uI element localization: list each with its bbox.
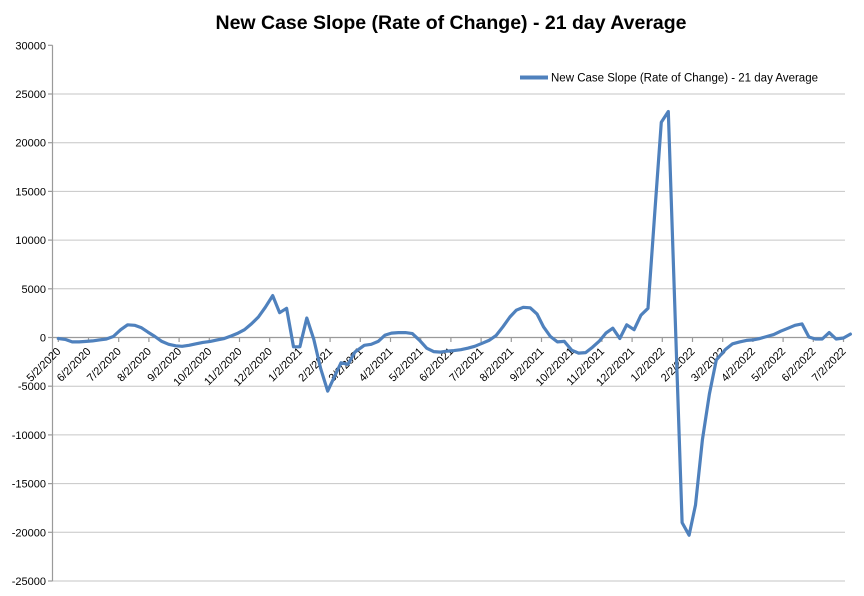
y-tick-label: 5000 — [22, 284, 46, 296]
chart-title: New Case Slope (Rate of Change) - 21 day… — [215, 12, 686, 34]
y-tick-label: -5000 — [18, 381, 46, 393]
y-tick-label: 25000 — [15, 89, 46, 101]
axes-group — [48, 44, 845, 582]
y-tick-label: -10000 — [12, 430, 46, 442]
y-tick-label: 15000 — [15, 186, 46, 198]
legend: New Case Slope (Rate of Change) - 21 day… — [520, 73, 818, 85]
y-tick-label: -20000 — [12, 527, 46, 539]
series-group — [56, 109, 853, 537]
y-tick-label: 30000 — [15, 40, 46, 52]
series-line — [56, 109, 853, 537]
y-axis-labels-group: 30000 25000 20000 15000 10000 5000 0 -5000 -1000… — [12, 40, 46, 588]
legend-label: New Case Slope (Rate of Change) - 21 day… — [551, 73, 818, 85]
y-tick-label: 10000 — [15, 235, 46, 247]
y-tick-label: -15000 — [12, 479, 46, 491]
y-tick-label: -25000 — [12, 576, 46, 588]
y-tick-label: 20000 — [15, 138, 46, 150]
y-tick-label: 0 — [40, 333, 46, 345]
